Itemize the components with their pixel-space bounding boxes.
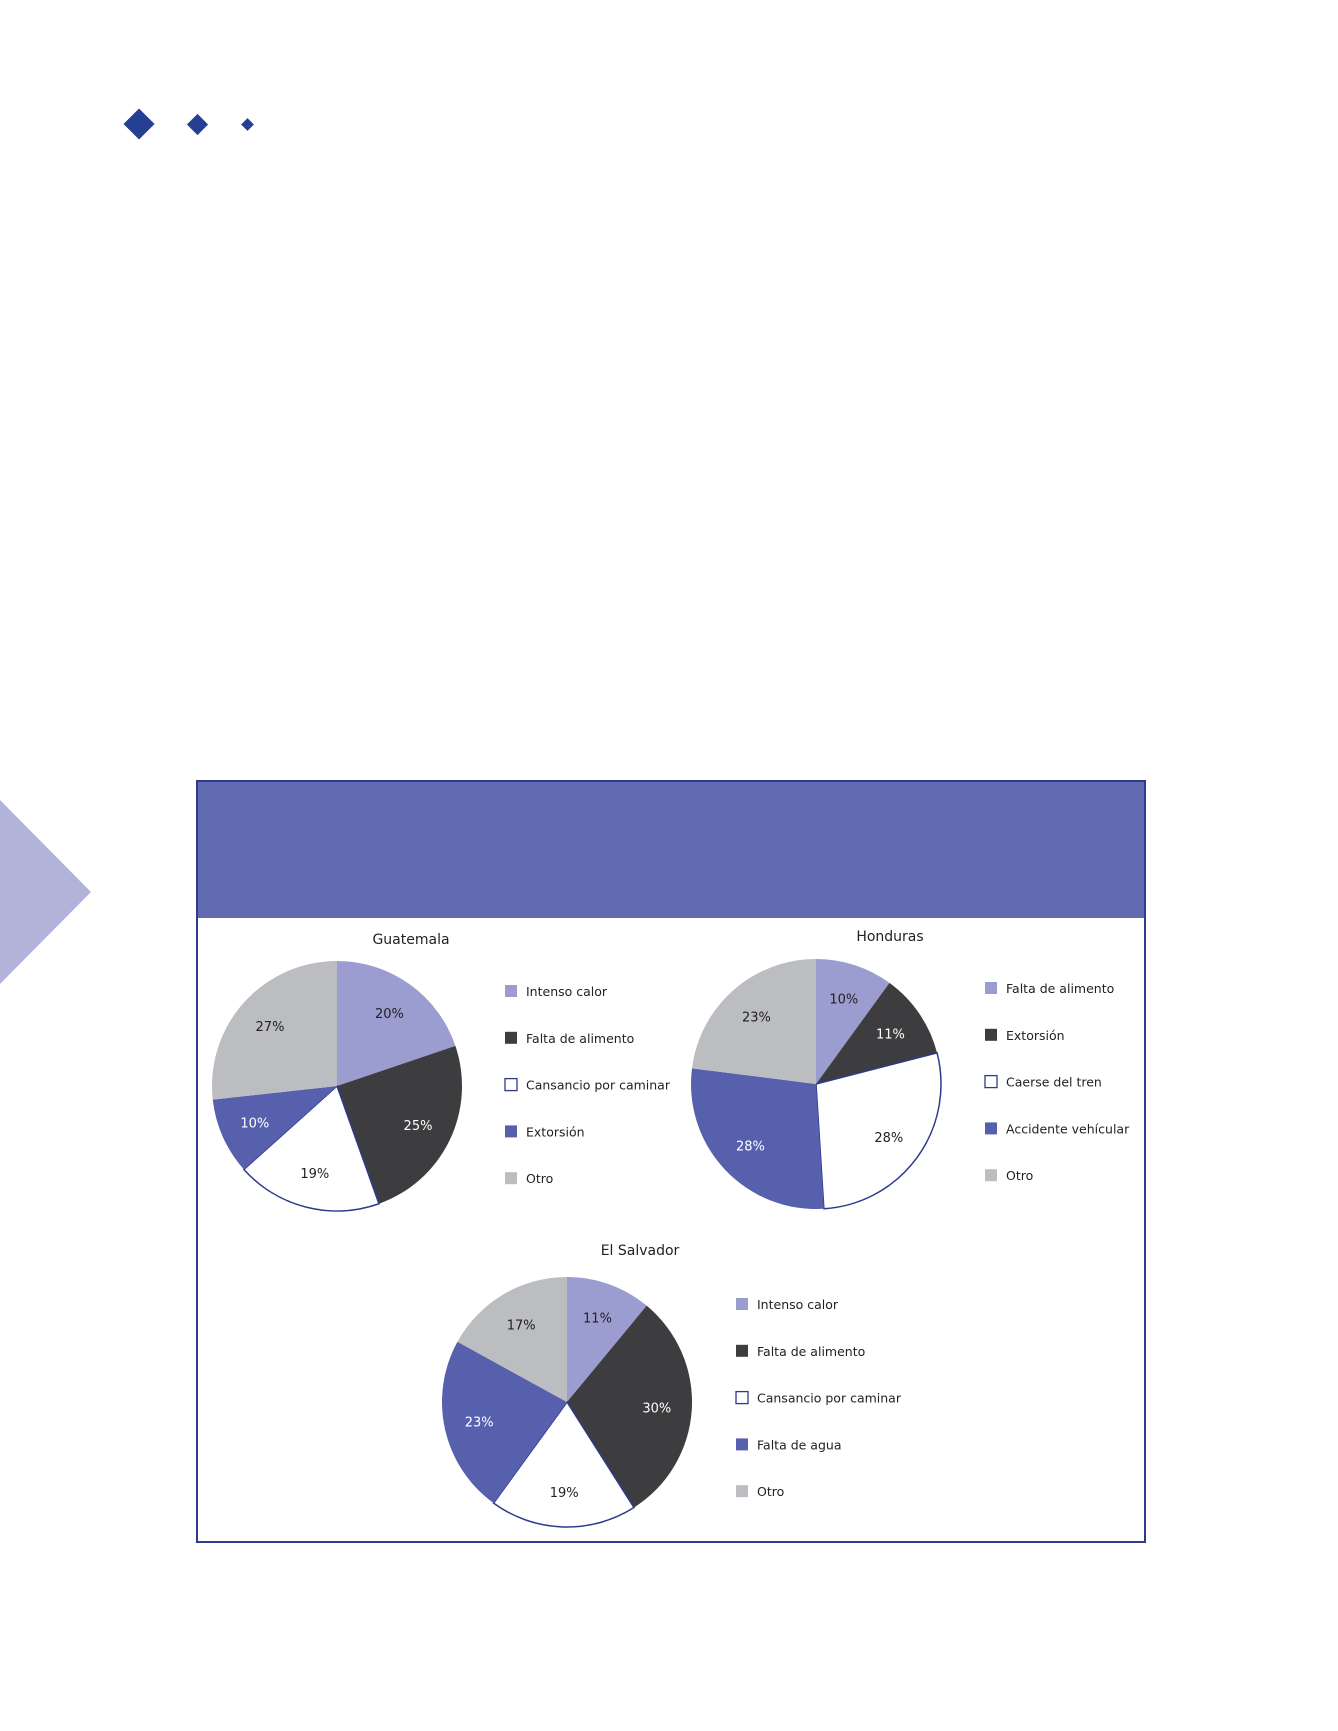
legend-swatch (735, 1390, 749, 1405)
legend-swatch (505, 1031, 517, 1044)
pie-slice (337, 961, 456, 1086)
slice-label: 11% (583, 1311, 612, 1326)
legend-label: Otro (526, 1171, 553, 1186)
pie-slice (457, 1277, 567, 1402)
legend-label: Extorsión (526, 1124, 585, 1139)
pie-slice (492, 1400, 636, 1528)
chart-title: El Salvador (601, 1243, 680, 1259)
figure-box (196, 780, 1146, 1543)
figure-header-band (198, 782, 1144, 918)
legend-swatch (736, 1344, 748, 1357)
legend-label: Accidente vehícular (1006, 1121, 1130, 1136)
legend-label: Falta de alimento (526, 1031, 634, 1046)
pie-slice (816, 959, 890, 1084)
pie-slice (567, 1305, 692, 1508)
legend-label: Caerse del tren (1006, 1075, 1102, 1090)
pie-slice (691, 959, 816, 1084)
legend-swatch (985, 982, 997, 994)
legend-swatch (736, 1485, 748, 1498)
slice-label: 19% (300, 1167, 329, 1182)
legend-label: Cansancio por caminar (757, 1391, 902, 1406)
pie-slice (337, 1045, 462, 1204)
chart-title: Guatemala (372, 932, 449, 948)
pie-slice (212, 961, 337, 1100)
pie-slice (567, 1277, 647, 1402)
slice-label: 11% (876, 1027, 905, 1042)
slice-label: 17% (507, 1319, 536, 1334)
slice-label: 28% (874, 1131, 903, 1146)
slice-label: 10% (240, 1117, 269, 1132)
legend-swatch (984, 1074, 998, 1089)
pie-slice (242, 1084, 380, 1212)
legend-swatch (985, 1169, 997, 1182)
legend-swatch (736, 1298, 748, 1310)
pie-slice (815, 1051, 942, 1210)
chart-title: Honduras (856, 929, 923, 945)
legend-label: Falta de alimento (1006, 981, 1114, 996)
legend-swatch (505, 1125, 517, 1138)
legend-label: Intenso calor (757, 1297, 839, 1312)
pie-slice (691, 1068, 824, 1209)
pie-slice (212, 1086, 337, 1170)
decor-triangle (0, 800, 91, 984)
slice-label: 25% (404, 1119, 433, 1134)
pie-slice (816, 982, 938, 1084)
slice-label: 20% (375, 1007, 404, 1022)
legend-swatch (736, 1438, 748, 1451)
slice-label: 28% (736, 1140, 765, 1155)
legend-swatch (505, 985, 517, 997)
legend-label: Intenso calor (526, 984, 608, 999)
legend-label: Extorsión (1006, 1028, 1065, 1043)
slice-label: 23% (742, 1010, 771, 1025)
slice-label: 19% (550, 1486, 579, 1501)
slice-label: 30% (642, 1402, 671, 1417)
legend-swatch (504, 1077, 518, 1092)
legend-swatch (985, 1028, 997, 1041)
legend-label: Falta de agua (757, 1437, 842, 1452)
slice-label: 27% (256, 1020, 285, 1035)
pie-slice (442, 1341, 567, 1504)
legend-swatch (505, 1172, 517, 1185)
legend-label: Otro (1006, 1168, 1033, 1183)
slice-label: 10% (829, 992, 858, 1007)
legend-swatch (985, 1122, 997, 1135)
slice-label: 23% (465, 1416, 494, 1431)
legend-label: Cansancio por caminar (526, 1078, 671, 1093)
legend-label: Otro (757, 1484, 784, 1499)
legend-label: Falta de alimento (757, 1344, 865, 1359)
